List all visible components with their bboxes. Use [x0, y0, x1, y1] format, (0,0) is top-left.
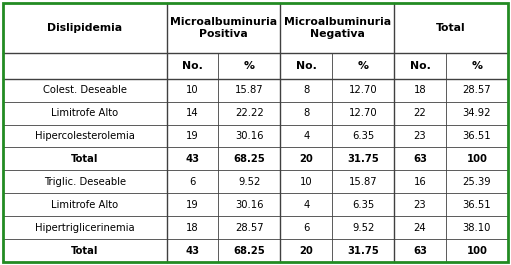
Text: 12.70: 12.70 [349, 85, 378, 95]
Text: Dislipidemia: Dislipidemia [48, 23, 123, 33]
Text: 8: 8 [303, 108, 309, 118]
Text: %: % [358, 61, 368, 71]
Text: Limitrofe Alto: Limitrofe Alto [51, 108, 119, 118]
Text: No.: No. [182, 61, 203, 71]
Text: 31.75: 31.75 [347, 154, 379, 164]
Text: 25.39: 25.39 [462, 177, 491, 187]
Text: Total: Total [71, 246, 99, 255]
Text: 14: 14 [186, 108, 199, 118]
Text: %: % [472, 61, 482, 71]
Text: 100: 100 [467, 246, 487, 255]
Text: 10: 10 [300, 177, 313, 187]
Text: 16: 16 [414, 177, 426, 187]
Text: 38.10: 38.10 [463, 223, 491, 233]
Text: 23: 23 [414, 200, 426, 210]
Text: 18: 18 [414, 85, 426, 95]
Text: Triglic. Deseable: Triglic. Deseable [44, 177, 126, 187]
Text: 9.52: 9.52 [238, 177, 261, 187]
Text: 28.57: 28.57 [235, 223, 264, 233]
Text: 6: 6 [190, 177, 196, 187]
Text: 68.25: 68.25 [234, 154, 265, 164]
Text: 36.51: 36.51 [462, 131, 491, 141]
Text: 30.16: 30.16 [235, 200, 264, 210]
Text: 31.75: 31.75 [347, 246, 379, 255]
Text: 9.52: 9.52 [352, 223, 375, 233]
Text: Total: Total [436, 23, 466, 33]
Text: Hipertriglicerinemia: Hipertriglicerinemia [35, 223, 135, 233]
Text: Microalbuminuria
Negativa: Microalbuminuria Negativa [284, 17, 391, 39]
Text: 43: 43 [185, 154, 199, 164]
Text: 10: 10 [186, 85, 199, 95]
Text: %: % [244, 61, 255, 71]
Text: 15.87: 15.87 [235, 85, 264, 95]
Text: 20: 20 [299, 154, 313, 164]
Text: No.: No. [410, 61, 430, 71]
Text: 6.35: 6.35 [352, 200, 374, 210]
Text: 23: 23 [414, 131, 426, 141]
Text: 20: 20 [299, 246, 313, 255]
Text: 28.57: 28.57 [462, 85, 491, 95]
Text: 12.70: 12.70 [349, 108, 378, 118]
Text: Colest. Deseable: Colest. Deseable [43, 85, 127, 95]
Text: 6: 6 [303, 223, 310, 233]
Text: 43: 43 [185, 246, 199, 255]
Text: 19: 19 [186, 131, 199, 141]
Text: Microalbuminuria
Positiva: Microalbuminuria Positiva [170, 17, 277, 39]
Text: 63: 63 [413, 246, 427, 255]
Text: 63: 63 [413, 154, 427, 164]
Text: Total: Total [71, 154, 99, 164]
Text: 24: 24 [414, 223, 426, 233]
Text: 6.35: 6.35 [352, 131, 374, 141]
Text: Hipercolesterolemia: Hipercolesterolemia [35, 131, 135, 141]
Text: 4: 4 [303, 200, 309, 210]
Text: 19: 19 [186, 200, 199, 210]
Text: 36.51: 36.51 [462, 200, 491, 210]
Text: No.: No. [296, 61, 317, 71]
Text: 22.22: 22.22 [235, 108, 264, 118]
Text: 30.16: 30.16 [235, 131, 264, 141]
Text: 4: 4 [303, 131, 309, 141]
Text: Limitrofe Alto: Limitrofe Alto [51, 200, 119, 210]
Text: 8: 8 [303, 85, 309, 95]
Text: 68.25: 68.25 [234, 246, 265, 255]
Text: 100: 100 [467, 154, 487, 164]
Text: 22: 22 [414, 108, 426, 118]
Text: 34.92: 34.92 [462, 108, 491, 118]
Text: 15.87: 15.87 [349, 177, 378, 187]
Text: 18: 18 [186, 223, 199, 233]
